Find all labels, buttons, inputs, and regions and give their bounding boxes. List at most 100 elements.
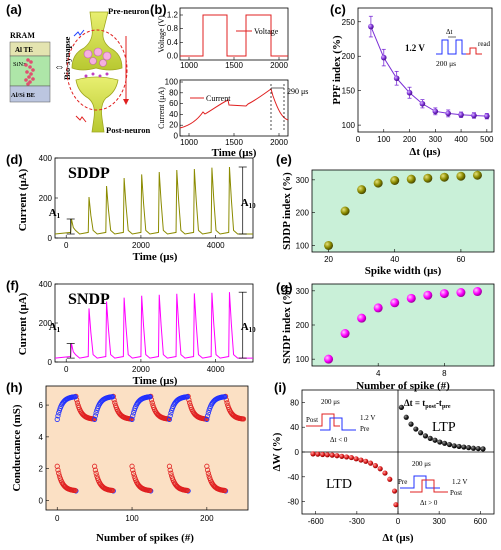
ltp-point [480,446,486,452]
potentiation-point [109,394,116,400]
x-tick-label: 40 [390,255,399,264]
y-tick-label: 4 [39,433,44,442]
ltp-point [408,421,414,427]
ltp-point [403,414,409,420]
x-tick-label: 4000 [207,241,225,250]
low-state-point [92,463,98,469]
bio-synapse-label: Bio-synapse [62,36,72,80]
ltd-point [310,451,316,457]
filament-particle [28,65,32,69]
ppf-point [380,54,387,61]
potentiation-point [147,394,153,400]
post-neuron-label: Post-neuron [106,125,151,135]
voltage-legend: Voltage [254,27,279,36]
e-y-axis-label: SDDP index (%) [281,172,293,250]
current-x-ticks: 1000 1500 2000 [180,133,288,147]
filament-particle [31,77,35,81]
d-y-axis-label: Current (μA) [17,168,29,231]
index-point [373,303,383,313]
ppf-point [471,112,477,119]
index-point [456,288,466,298]
potentiation-point [204,416,210,422]
a10-label: A10 [241,197,256,210]
inset-top-pre: Pre [360,425,369,433]
y-tick-label: 200 [39,319,53,328]
inset-dt: Δt [446,28,453,36]
tick-label: 100 [165,78,179,87]
tick-label: 40 [169,110,178,119]
sndp-index-plot: 4 8 100 200 300 [296,287,482,378]
low-state-point [93,470,99,476]
low-state-point [168,470,174,476]
potentiation-point [166,416,173,422]
ltp-point [446,441,453,448]
panel-label-f: (f) [6,278,19,293]
ltd-point [319,451,326,458]
index-point [406,174,416,184]
i-y-axis-label: ΔW (%) [271,432,283,471]
ltp-point [466,445,472,451]
potentiation-point [184,394,190,400]
equivalence-arrow: ⇔ [54,61,65,73]
index-point [324,354,334,364]
index-point [472,170,482,180]
inset-bottom-pre: Pre [398,478,407,486]
y-tick-label: 100 [342,121,356,130]
x-tick-label: 300 [432,517,446,526]
panel-h: (h) 0 100 200 0 2 4 6 Conductance (mS) Number … [6,380,249,544]
sndp-title: SNDP [68,291,110,308]
inset-top-pre-pulse [320,417,356,431]
formula-text: Δt = tpost-tpre [404,398,451,410]
low-state-point [147,487,153,494]
tick-label: 0.8 [167,24,179,33]
potentiation-point [222,394,228,400]
voltage-y-ticks: 0.0 0.4 0.8 1.2 [167,11,183,61]
y-tick-label: 100 [296,241,310,250]
index-point [439,172,449,182]
x-tick-label: -600 [308,517,325,526]
index-point [439,289,449,299]
depression-upper-point [224,400,230,406]
panel-label-e: (e) [276,152,292,167]
tick-label: 20 [169,121,178,130]
ltp-point [398,404,405,410]
y-tick-label: 250 [342,18,356,27]
g-plot-frame [311,283,495,367]
e-x-axis-label: Spike width (μs) [365,265,442,277]
x-tick-label: 300 [429,135,443,144]
filament-particle [29,60,33,64]
ppf-point [393,75,400,82]
voltage-x-ticks: 1000 1500 2000 [180,57,288,70]
filament-particle [26,58,30,62]
ltp-point [456,443,462,450]
panel-e: (e) 20 40 60 100 200 300 SDDP index (%) Spike… [276,152,495,277]
potentiation-point [92,413,98,419]
potentiation-point [72,394,78,400]
ltp-point [451,443,457,449]
y-tick-label: 6 [39,401,44,410]
inset-top-post-pulse [306,413,340,427]
current-trace [54,166,253,235]
g-x-axis-label: Number of spike (#) [356,380,450,392]
f-x-axis-label: Time (μs) [133,375,178,387]
ltp-point [470,445,477,451]
y-tick-label: -80 [287,498,299,507]
dt-annotation: 290 μs [287,87,308,96]
panel-label-b: (b) [150,2,167,17]
pre-neuron-label: Pre-neuron [108,6,150,16]
x-tick-label: 600 [474,517,488,526]
potentiation-point [205,413,211,419]
tick-label: 2000 [270,138,288,147]
x-tick-label: 200 [200,514,214,523]
x-tick-label: 2000 [132,365,150,374]
x-tick-label: 2000 [132,241,150,250]
f-y-axis-label: Current (μA) [17,292,29,355]
inset-top-dt: Δt < 0 [330,436,348,444]
ltd-point [387,476,393,482]
inset-pulse-blue [436,39,466,55]
sndp-trace-plot: 0 2000 4000 0 200 400 A1 A10 [39,280,257,374]
index-point [456,171,466,181]
sddp-title: SDDP [68,165,110,182]
x-tick-label: 4 [376,369,381,378]
inset-bottom-dt: Δt > 0 [420,499,438,507]
